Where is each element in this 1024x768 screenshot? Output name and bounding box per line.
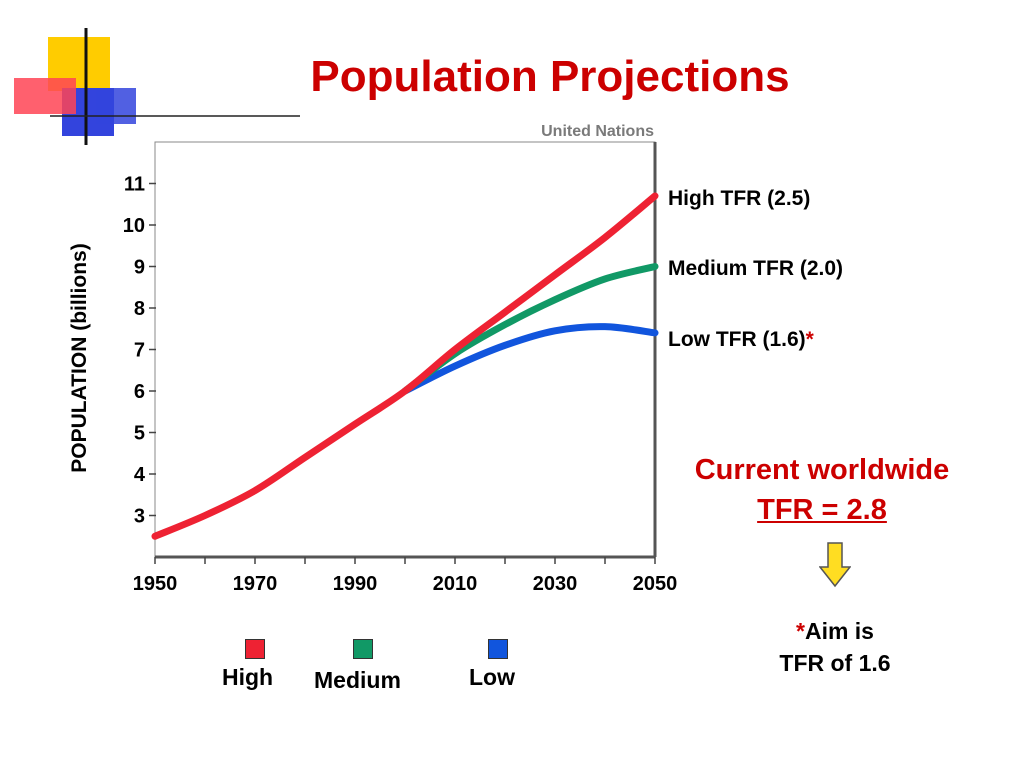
legend-swatch-high [245, 639, 265, 659]
stacked-squares-logo-icon [14, 28, 300, 145]
y-tick-label: 7 [134, 340, 145, 362]
aim-line1: Aim is [804, 618, 874, 644]
x-tick-label: 1950 [133, 573, 178, 595]
series-line-low [401, 323, 659, 395]
x-tick-label: 2030 [533, 573, 578, 595]
series-label-low-text: Low TFR (1.6) [668, 328, 806, 351]
aim-asterisk: * [796, 618, 805, 644]
series-label-low: Low TFR (1.6)* [668, 328, 814, 352]
x-tick-label: 1990 [333, 573, 378, 595]
source-label: United Nations [541, 123, 654, 140]
page-title: Population Projections [310, 52, 790, 101]
current-tfr-line1: Current worldwide [694, 454, 950, 486]
legend-swatch-medium [353, 639, 373, 659]
legend-label-high: High [222, 664, 274, 690]
y-tick-label: 8 [134, 298, 145, 320]
aim-line2: TFR of 1.6 [779, 650, 891, 676]
y-tick-label: 11 [124, 174, 145, 196]
series-line-high [151, 192, 659, 540]
down-arrow-icon [819, 542, 851, 588]
series-label-high: High TFR (2.5) [668, 187, 811, 210]
current-tfr-line2: TFR = 2.8 [757, 494, 887, 526]
x-tick-label: 2050 [633, 573, 678, 595]
aim-note: *Aim is TFR of 1.6 [735, 615, 935, 679]
x-tick-label: 2010 [433, 573, 478, 595]
y-tick-label: 3 [134, 506, 145, 528]
asterisk-mark: * [805, 328, 814, 351]
legend-label-low: Low [469, 664, 515, 690]
legend-swatch-low [488, 639, 508, 659]
y-tick-label: 9 [134, 257, 145, 279]
x-tick-label: 1970 [233, 573, 278, 595]
y-tick-label: 10 [123, 215, 145, 237]
y-tick-label: 6 [134, 381, 145, 403]
current-tfr-note: Current worldwide TFR = 2.8 [652, 450, 992, 530]
y-tick-label: 5 [134, 423, 145, 445]
series-label-medium: Medium TFR (2.0) [668, 257, 844, 280]
legend-label-medium: Medium [314, 667, 401, 693]
plot-frame [154, 141, 656, 558]
y-tick-label: 4 [134, 464, 146, 486]
